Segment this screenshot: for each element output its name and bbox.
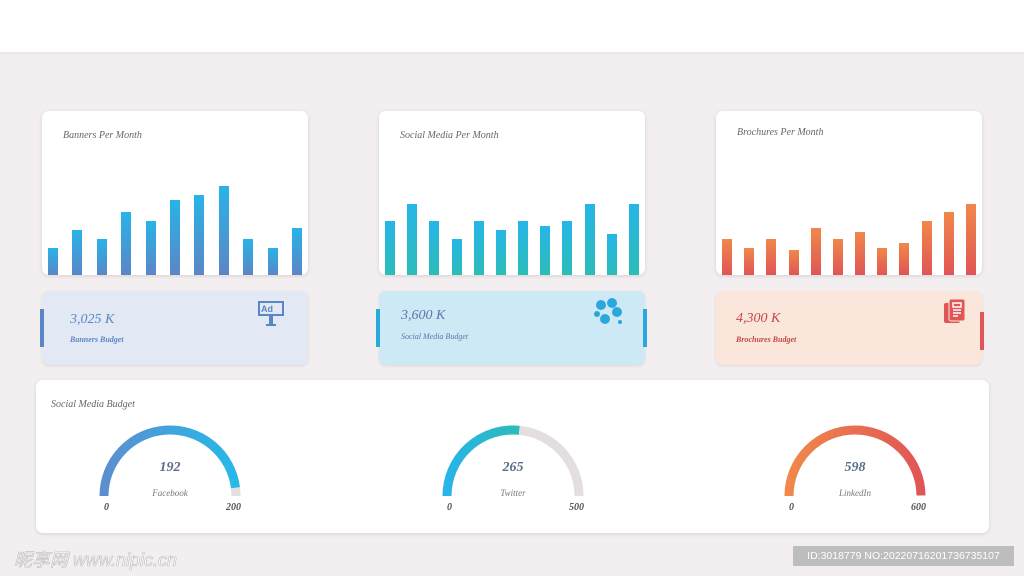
watermark-id: ID:3018779 NO:20220716201736735107 [793, 546, 1014, 566]
chart-bar [518, 221, 529, 275]
budget-label: Brochures Budget [736, 335, 797, 344]
chart-bar [385, 221, 395, 275]
top-bar [0, 0, 1024, 52]
budget-label: Social Media Budget [401, 332, 469, 341]
budget-value: 3,025 K [70, 312, 115, 327]
billboard-ad-icon: Ad [258, 301, 284, 326]
chart-bar [48, 248, 58, 275]
chart-bar [243, 239, 254, 275]
social-budget-card: 3,600 K Social Media Budget [376, 291, 647, 365]
chart-bar [218, 186, 229, 275]
accent-bar-right [643, 309, 647, 347]
linkedin-gauge: 598 LinkedIn 0 600 [775, 420, 935, 530]
gauge-min: 0 [789, 502, 794, 513]
budget-value: 4,300 K [736, 311, 781, 326]
social-network-icon [594, 298, 622, 324]
chart-bar [429, 221, 440, 275]
chart-bar [145, 221, 156, 275]
chart-bar [267, 248, 278, 275]
chart-bar [943, 212, 954, 275]
gauge-fill [784, 425, 926, 497]
brochures-budget-card: 4,300 K Brochures Budget [716, 291, 984, 365]
chart-bar [899, 243, 910, 275]
brochures-chart-card: Brochures Per Month [716, 111, 982, 275]
panel-title: Social Media Budget [51, 399, 135, 410]
chart-bar [72, 230, 83, 275]
banners-budget-card: 3,025 K Banners Budget Ad [40, 291, 308, 365]
chart-bar [562, 221, 573, 275]
gauge-label: Twitter [500, 488, 526, 498]
gauge-value: 192 [159, 460, 181, 475]
chart-bar [722, 239, 732, 275]
bar-chart [722, 155, 976, 275]
twitter-gauge: 265 Twitter 0 500 [433, 420, 593, 530]
svg-text:Ad: Ad [261, 304, 273, 314]
gauge-arc [442, 425, 584, 497]
bar-chart [385, 155, 639, 275]
accent-bar [980, 312, 984, 350]
chart-bar [194, 195, 205, 275]
chart-bar [291, 228, 302, 275]
chart-bar [744, 248, 755, 275]
accent-bar [40, 309, 44, 347]
chart-title: Social Media Per Month [400, 130, 499, 141]
chart-bar [407, 204, 418, 275]
chart-bar [96, 239, 107, 275]
chart-title: Brochures Per Month [737, 127, 824, 138]
chart-title: Banners Per Month [63, 130, 142, 141]
banners-chart-card: Banners Per Month [42, 111, 308, 275]
gauge-fill [442, 425, 520, 497]
brochure-icon [944, 298, 966, 323]
chart-bar [855, 232, 866, 275]
chart-bar [810, 228, 821, 275]
chart-bar [473, 221, 484, 275]
chart-bar [584, 204, 595, 275]
social-budget-panel: Social Media Budget 192 Facebook 0 200 2… [36, 380, 989, 533]
gauge-min: 0 [104, 502, 109, 513]
watermark-logo: 昵享网 www.nipic.cn [14, 550, 178, 571]
chart-bar [540, 226, 551, 275]
chart-bar [495, 230, 506, 275]
gauge-min: 0 [447, 502, 452, 513]
gauge-value: 265 [502, 460, 524, 475]
chart-bar [121, 212, 132, 275]
gauge-label: LinkedIn [839, 488, 871, 498]
chart-bar [921, 221, 932, 275]
chart-bar [169, 200, 180, 275]
social-chart-card: Social Media Per Month [379, 111, 645, 275]
budget-label: Banners Budget [70, 335, 124, 344]
gauge-max: 500 [569, 502, 584, 513]
gauge-fill [99, 425, 240, 497]
gauge-arc [99, 425, 241, 497]
chart-bar [606, 234, 617, 275]
chart-bar [788, 250, 799, 275]
chart-bar [628, 204, 639, 275]
gauge-value: 598 [844, 460, 866, 475]
gauge-label: Facebook [152, 488, 188, 498]
chart-bar [877, 248, 888, 275]
chart-bar [965, 204, 976, 275]
gauge-max: 200 [226, 502, 241, 513]
chart-bar [451, 239, 462, 275]
gauge-arc [784, 425, 926, 497]
chart-bar [766, 239, 777, 275]
bar-chart [48, 155, 302, 275]
facebook-gauge: 192 Facebook 0 200 [90, 420, 250, 530]
budget-value: 3,600 K [401, 308, 446, 323]
chart-bar [832, 239, 843, 275]
gauge-max: 600 [911, 502, 926, 513]
accent-bar-left [376, 309, 380, 347]
